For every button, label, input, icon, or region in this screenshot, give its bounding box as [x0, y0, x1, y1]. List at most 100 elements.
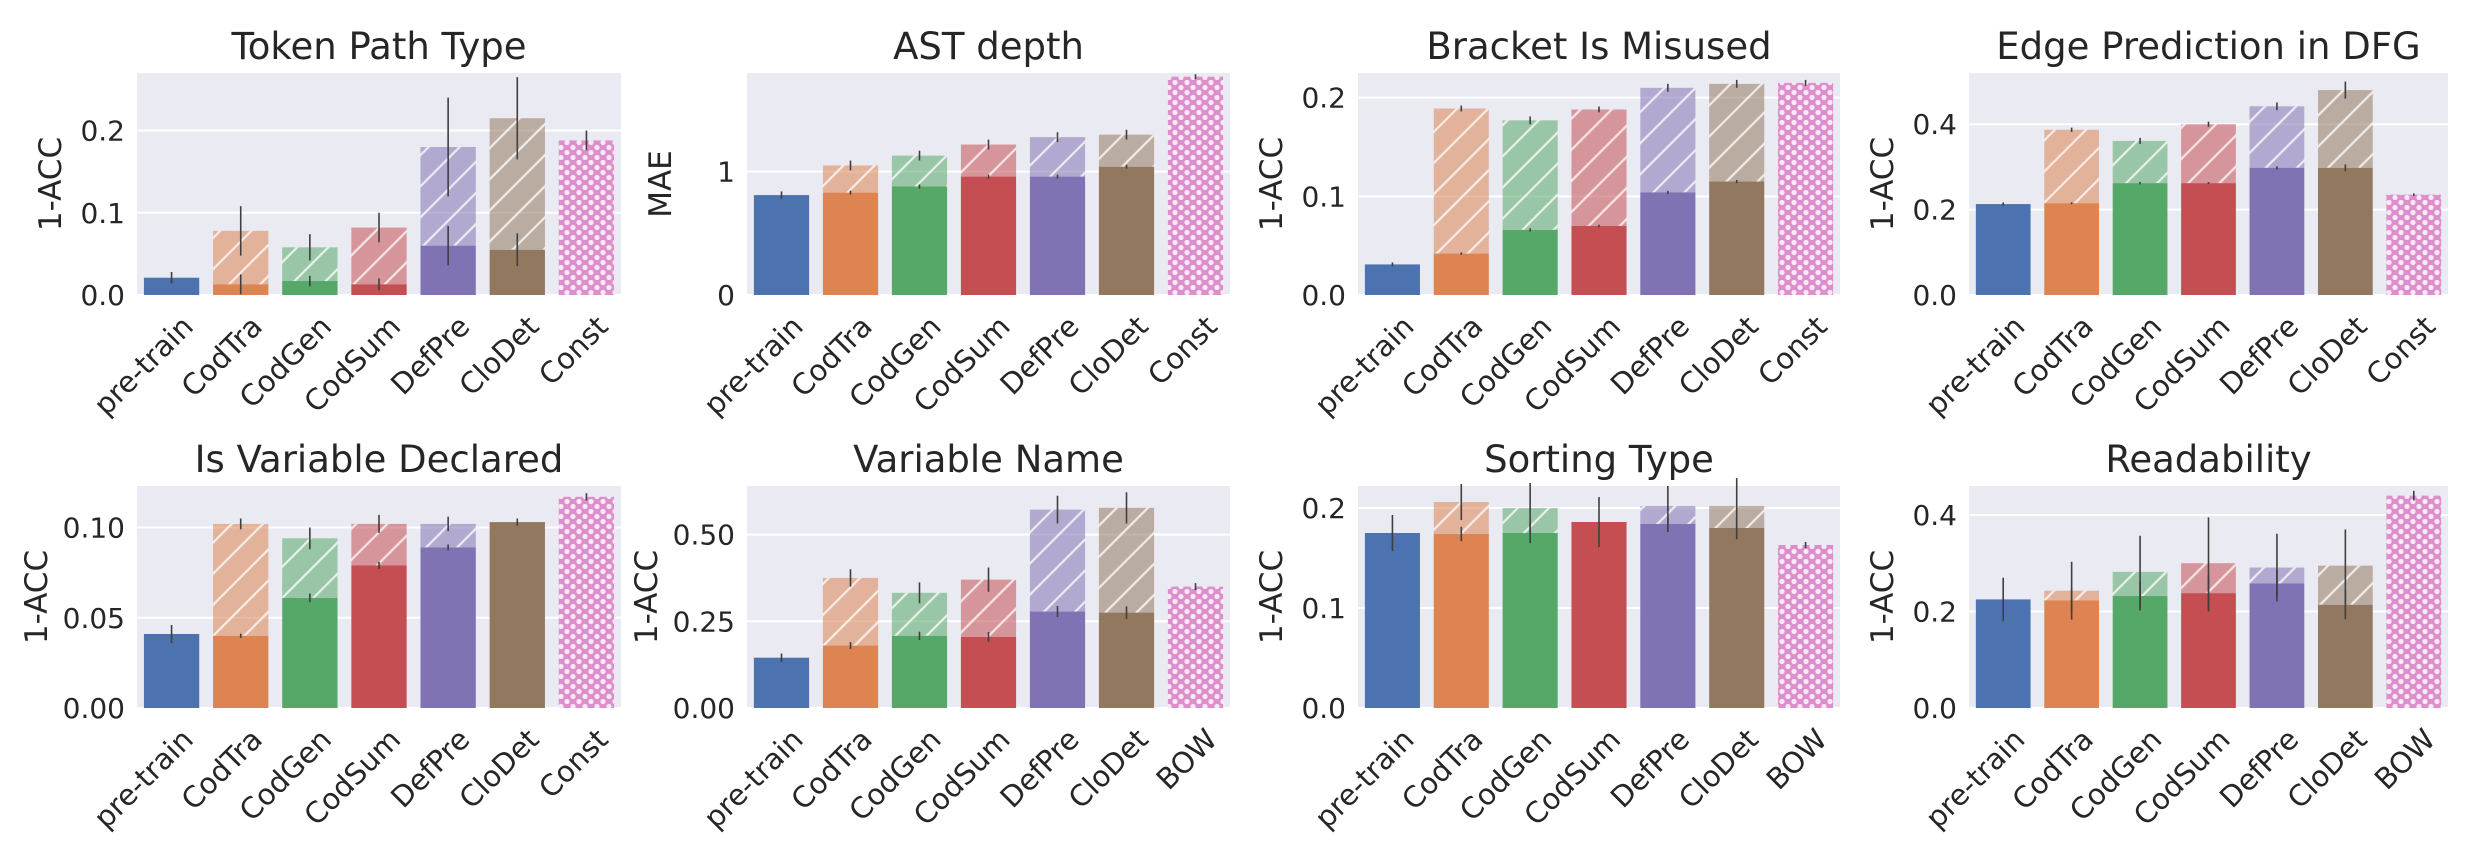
y-tick-label: 0.4 [1912, 108, 1957, 141]
bar-codgen [282, 597, 338, 708]
y-tick-label: 0.0 [1912, 692, 1957, 725]
y-tick-label: 0.0 [1301, 692, 1346, 725]
chart-svg: 0.00.10.2pre-trainCodTraCodGenCodSumDefP… [33, 25, 621, 422]
y-tick-label: 0.1 [80, 197, 125, 230]
chart-svg: 0.00.20.4pre-trainCodTraCodGenCodSumDefP… [1865, 25, 2448, 422]
x-tick-label: pre-train [1919, 309, 2032, 422]
bar-finetuned-codgen [2112, 140, 2168, 184]
bar-finetuned-codsum [2181, 124, 2236, 184]
bar-const [2386, 194, 2442, 295]
x-tick-label: Const [532, 722, 615, 805]
bar-finetuned-codtra [213, 523, 269, 636]
y-axis-label: 1-ACC [1254, 137, 1290, 231]
subplot-is-variable-declared: 0.00 0.05 0.10 pre-train CodTra CodGen CodSum D… [0, 429, 621, 858]
bar-defpre [2249, 167, 2305, 295]
y-tick-label: 0 [717, 279, 735, 312]
bar-defpre [1029, 611, 1086, 708]
bar-clodet [1098, 166, 1155, 295]
y-tick-label: 0.2 [1301, 492, 1346, 525]
bar-codsum [1571, 225, 1627, 295]
bar-codtra [822, 192, 879, 295]
subplot-title: Token Path Type [230, 25, 526, 68]
bar-finetuned-codtra [2044, 129, 2100, 204]
y-tick-label: 0.00 [673, 692, 735, 725]
subplot-title: Edge Prediction in DFG [1996, 25, 2420, 68]
x-tick-label: CloDet [452, 309, 545, 402]
subplot-variable-name: 0.00 0.25 0.50 pre-train CodTra CodGen CodSum D… [620, 429, 1239, 858]
x-tick-label: Const [1751, 309, 1834, 392]
y-tick-label: 0.2 [1912, 194, 1957, 227]
bar-clodet [2317, 604, 2373, 708]
bar-codsum [351, 565, 407, 708]
y-tick-label: 1 [717, 156, 735, 189]
y-tick-label: 0.1 [1301, 592, 1346, 625]
y-tick-label: 0.00 [63, 692, 125, 725]
bar-codsum [960, 636, 1017, 708]
y-tick-label: 0.4 [1912, 499, 1957, 532]
bar-defpre [1029, 176, 1086, 295]
bar-const [558, 140, 615, 295]
bar-const [1778, 82, 1834, 295]
y-tick-label: 0.2 [1301, 82, 1346, 115]
bar-pre-train [143, 277, 200, 295]
bar-codgen [2112, 183, 2168, 295]
y-tick-label: 0.2 [1912, 595, 1957, 628]
bar-codtra [822, 645, 879, 708]
y-axis-label: 1-ACC [33, 137, 69, 231]
y-axis-label: 1-ACC [19, 550, 55, 644]
y-tick-label: 0.2 [80, 115, 125, 148]
chart-svg: 01pre-trainCodTraCodGenCodSumDefPreCloDe… [643, 25, 1230, 422]
x-tick-label: BOW [2368, 722, 2442, 796]
bar-pre-train [1364, 533, 1420, 708]
bar-bow [1167, 586, 1224, 708]
y-tick-label: 0.0 [80, 279, 125, 312]
y-tick-label: 0.25 [673, 605, 735, 638]
x-tick-label: Const [532, 309, 615, 392]
y-axis-label: 1-ACC [1865, 137, 1901, 231]
bar-codgen [1502, 229, 1558, 295]
bar-defpre [420, 547, 476, 708]
y-tick-label: 0.0 [1301, 279, 1346, 312]
chart-svg: 0.00.10.2pre-trainCodTraCodGenCodSumDefP… [1254, 25, 1840, 422]
bar-clodet [489, 522, 545, 708]
bar-codtra [1433, 534, 1489, 708]
bar-codgen [2112, 596, 2168, 708]
y-tick-label: 0.05 [63, 602, 125, 635]
subplot-token-path-type: 0.0 0.1 0.2 pre-train CodTra CodGen CodSum DefP… [0, 0, 621, 429]
y-axis-label: 1-ACC [629, 550, 665, 644]
x-tick-label: Const [1141, 309, 1224, 392]
chart-svg: 0.00.10.2pre-trainCodTraCodGenCodSumDefP… [1254, 438, 1840, 835]
subplot-edge-prediction-in-dfg: 0.0 0.2 0.4 pre-train CodTra CodGen CodSum DefP… [1858, 0, 2476, 429]
bar-codgen [891, 186, 948, 295]
y-tick-label: 0.10 [63, 512, 125, 545]
bar-clodet [2317, 167, 2373, 295]
bar-bow [1778, 545, 1834, 708]
x-tick-label: BOW [1760, 722, 1834, 796]
bar-finetuned-clodet [1098, 134, 1155, 167]
chart-svg: 0.00.20.4pre-trainCodTraCodGenCodSumDefP… [1865, 438, 2448, 835]
bar-clodet [1709, 528, 1765, 708]
subplot-title: Sorting Type [1484, 438, 1714, 481]
y-axis-label: MAE [643, 150, 679, 218]
bar-codsum [1571, 522, 1627, 708]
chart-svg: 0.000.250.50pre-trainCodTraCodGenCodSumD… [629, 438, 1230, 835]
bar-defpre [1640, 524, 1696, 708]
bar-codgen [282, 281, 338, 295]
bar-finetuned-codgen [1502, 120, 1558, 230]
bar-defpre [1640, 192, 1696, 295]
bar-defpre [2249, 583, 2305, 708]
bar-clodet [1709, 181, 1765, 295]
bar-finetuned-defpre [420, 523, 476, 548]
bar-finetuned-clodet [1709, 83, 1765, 182]
x-tick-label: pre-train [697, 722, 810, 835]
chart-svg: 0.000.050.10pre-trainCodTraCodGenCodSumD… [19, 438, 621, 835]
x-tick-label: pre-train [87, 722, 200, 835]
bar-finetuned-codtra [1433, 108, 1489, 254]
bar-codtra [1433, 253, 1489, 295]
x-tick-label: pre-train [697, 309, 810, 422]
y-axis-label: 1-ACC [1865, 550, 1901, 644]
bar-pre-train [753, 657, 810, 708]
y-tick-label: 0.50 [673, 519, 735, 552]
subplot-bracket-is-misused: 0.0 0.1 0.2 pre-train CodTra CodGen CodSum DefP… [1239, 0, 1858, 429]
